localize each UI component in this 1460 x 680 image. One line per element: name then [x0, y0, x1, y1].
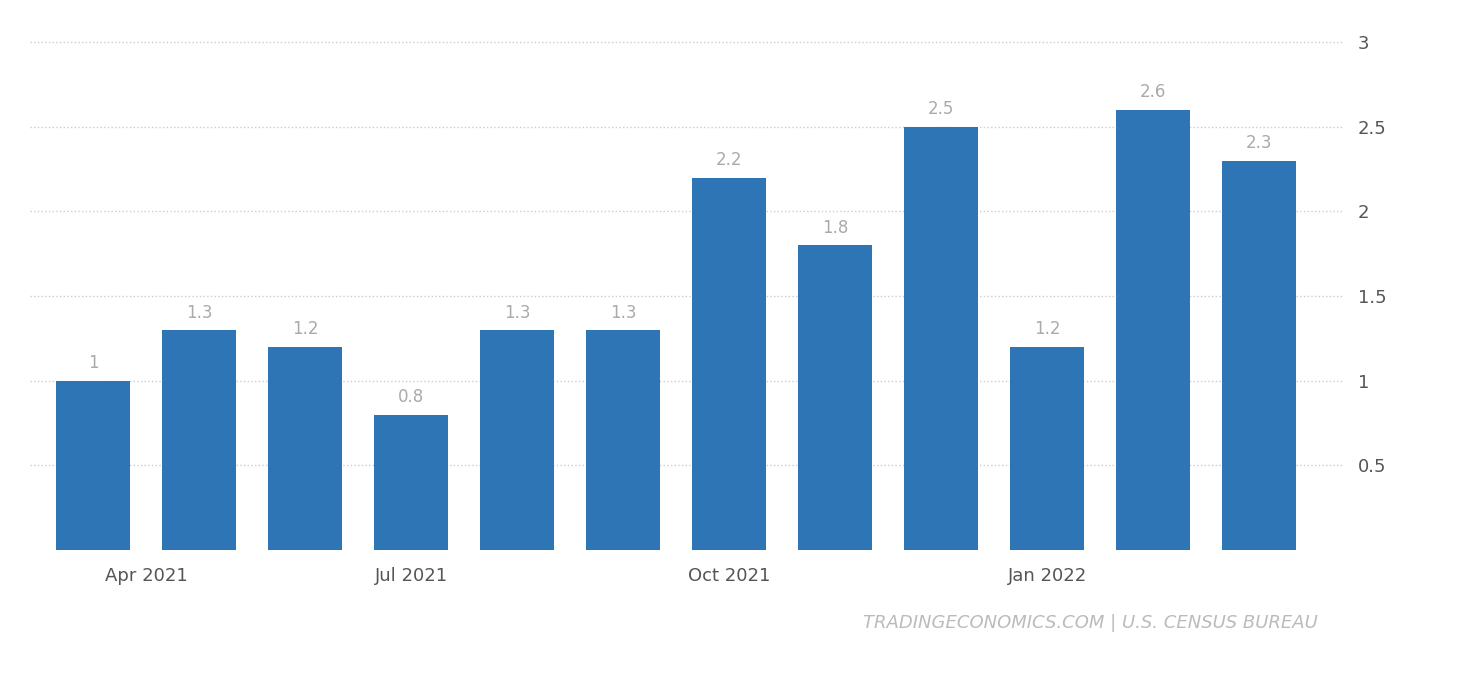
Bar [1222, 160, 1296, 550]
Bar [799, 245, 872, 550]
Text: TRADINGECONOMICS.COM | U.S. CENSUS BUREAU: TRADINGECONOMICS.COM | U.S. CENSUS BUREA… [863, 613, 1318, 632]
Bar [692, 177, 766, 550]
Text: 1: 1 [88, 354, 98, 373]
Bar [585, 330, 660, 550]
Text: 1.3: 1.3 [185, 303, 213, 322]
Bar [480, 330, 555, 550]
Bar [1115, 110, 1190, 550]
Text: 0.8: 0.8 [399, 388, 425, 406]
Text: 1.2: 1.2 [1034, 320, 1060, 339]
Text: 2.6: 2.6 [1140, 84, 1167, 101]
Text: 1.3: 1.3 [504, 303, 530, 322]
Text: 2.5: 2.5 [929, 101, 955, 118]
Text: 1.3: 1.3 [610, 303, 637, 322]
Text: 1.8: 1.8 [822, 219, 848, 237]
Bar [162, 330, 237, 550]
Text: 2.2: 2.2 [715, 151, 743, 169]
Text: 2.3: 2.3 [1245, 134, 1273, 152]
Text: 1.2: 1.2 [292, 320, 318, 339]
Bar [904, 126, 978, 550]
Bar [1010, 347, 1085, 550]
Bar [55, 381, 130, 550]
Bar [269, 347, 342, 550]
Bar [374, 415, 448, 550]
